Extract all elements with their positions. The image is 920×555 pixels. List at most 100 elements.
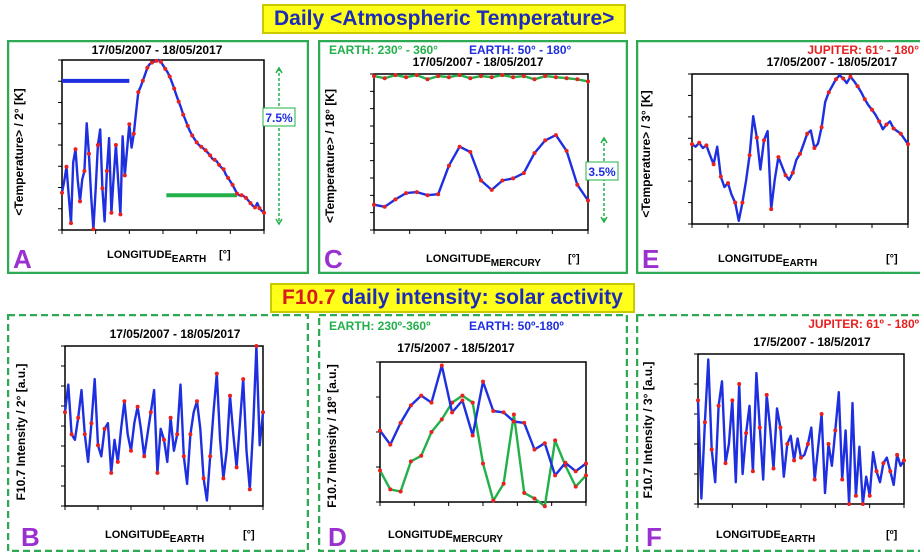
data-point: [726, 181, 730, 186]
data-point: [425, 193, 430, 198]
data-point: [468, 76, 473, 81]
data-point: [697, 140, 702, 145]
data-point: [378, 428, 382, 433]
data-point: [834, 77, 838, 82]
data-point: [776, 155, 781, 160]
data-point: [532, 447, 537, 452]
f107-title-highlight: F10.7: [282, 286, 336, 309]
data-point: [764, 392, 769, 397]
data-point: [446, 163, 451, 168]
data-point: [122, 399, 127, 404]
data-point: [136, 90, 141, 95]
data-point: [867, 493, 872, 498]
data-point: [408, 403, 413, 408]
x-unit-label: [°]: [886, 253, 898, 265]
data-point: [847, 502, 852, 506]
data-point: [425, 77, 430, 82]
data-point: [199, 144, 204, 149]
legend-entry: JUPITER: 61º - 180º: [808, 317, 919, 331]
data-point: [429, 430, 434, 434]
date-range-label: 17/5/2007 - 18/5/2017: [397, 341, 515, 355]
data-point: [104, 169, 109, 173]
data-point: [785, 442, 790, 446]
data-point: [382, 76, 387, 81]
data-point: [439, 363, 444, 368]
data-point: [195, 399, 199, 404]
data-point: [167, 74, 172, 79]
data-point: [228, 393, 232, 398]
y-axis-label: F10.7 Intensity / 2° [a.u.]: [14, 364, 28, 501]
data-point: [812, 477, 817, 482]
data-point: [63, 410, 67, 415]
data-point: [404, 191, 409, 196]
data-point: [491, 409, 496, 413]
data-point: [491, 498, 496, 503]
data-point: [372, 74, 376, 79]
data-point: [470, 433, 475, 438]
data-point: [188, 432, 193, 437]
x-axis-label: LONGITUDEEARTH: [716, 529, 815, 545]
data-point: [217, 162, 222, 167]
data-point: [511, 412, 516, 417]
data-point: [181, 112, 186, 117]
x-axis-label-main: LONGITUDE: [718, 253, 783, 265]
data-point: [181, 454, 186, 459]
data-point: [891, 126, 896, 131]
data-point: [819, 412, 824, 416]
data-point: [60, 190, 64, 195]
legend-entry: EARTH: 50° - 180°: [469, 43, 571, 57]
data-point: [194, 140, 199, 145]
panel-c-chart: LONGITUDEMERCURY [°] <Temperature> / 18° […: [318, 40, 628, 274]
plot-area-border: [691, 73, 909, 225]
data-point: [855, 84, 860, 89]
data-point: [564, 76, 569, 81]
data-point: [398, 420, 403, 425]
data-point: [877, 119, 882, 124]
data-point: [175, 432, 180, 437]
data-point: [148, 410, 153, 415]
x-unit-label: [°]: [219, 249, 231, 261]
data-point: [244, 195, 248, 200]
plot-area-border: [373, 73, 589, 231]
data-point: [234, 465, 239, 470]
data-point: [481, 461, 485, 466]
data-point: [221, 476, 226, 481]
panel-frame: [7, 40, 309, 274]
data-point: [709, 447, 714, 452]
series-line-blue: [691, 74, 909, 223]
data-point: [208, 454, 213, 459]
data-point: [109, 470, 114, 475]
data-point: [895, 452, 900, 457]
y-axis-label: <Temperature> / 2° [K]: [12, 88, 26, 215]
data-point: [230, 182, 235, 187]
x-axis-label-main: LONGITUDE: [388, 529, 453, 541]
data-point: [158, 59, 163, 64]
panel-b-chart: LONGITUDEEARTH [°] F10.7 Intensity / 2° [a…: [7, 314, 309, 552]
x-axis-label: LONGITUDEEARTH: [718, 253, 817, 269]
data-point: [91, 227, 96, 232]
annotation-label: 7.5%: [265, 111, 293, 125]
data-point: [436, 192, 441, 197]
data-point: [584, 473, 588, 478]
data-point: [833, 428, 838, 433]
data-point: [69, 432, 74, 437]
data-point: [129, 448, 133, 453]
temperature-title: Daily <Atmospheric Temperature>: [274, 7, 615, 30]
x-axis-label: LONGITUDEMERCURY: [388, 529, 503, 545]
data-point: [257, 206, 262, 211]
x-axis-label-subscript: EARTH: [783, 258, 817, 269]
data-point: [532, 496, 537, 501]
data-point: [737, 382, 742, 386]
data-point: [239, 193, 244, 198]
data-point: [201, 476, 206, 481]
panel-frame: [318, 314, 628, 552]
x-axis-label-subscript: EARTH: [170, 534, 204, 545]
data-point: [702, 420, 707, 425]
data-point: [812, 146, 817, 150]
data-point: [898, 131, 903, 136]
data-point: [95, 143, 100, 147]
data-point: [853, 493, 858, 498]
panel-frame: [636, 314, 920, 552]
data-point: [543, 138, 548, 143]
data-point: [122, 173, 127, 178]
